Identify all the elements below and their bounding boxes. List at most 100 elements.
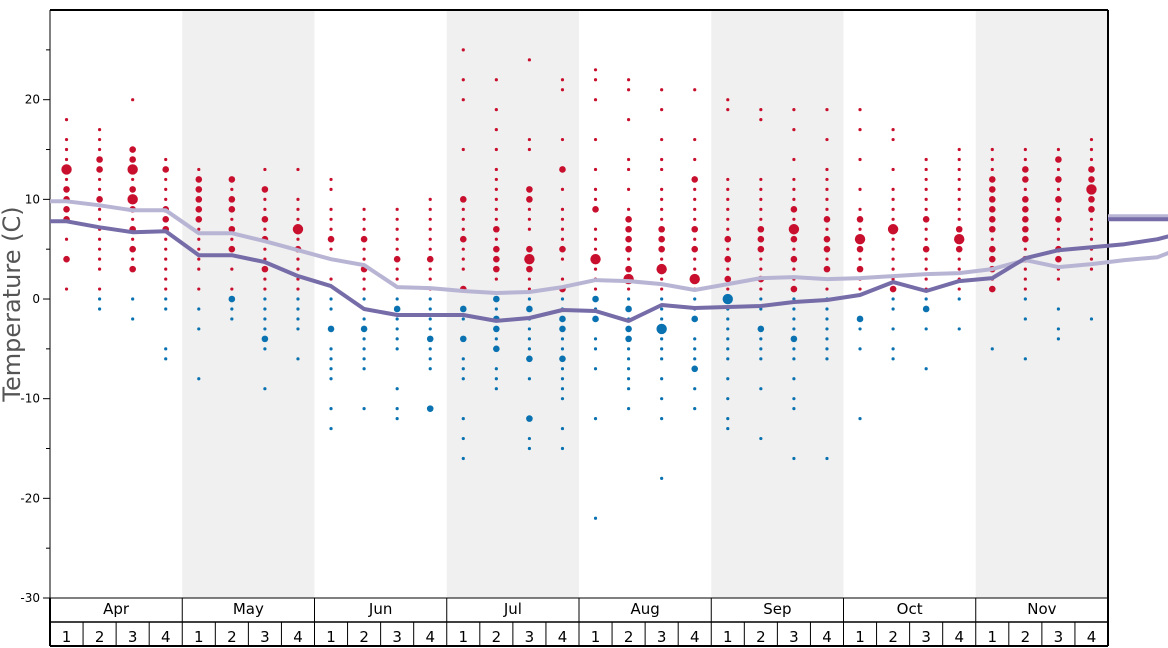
data-point [230,217,234,221]
data-point [1089,237,1094,241]
data-point [164,277,168,281]
data-point [1089,317,1094,321]
data-point [626,357,631,361]
data-point [825,307,829,311]
data-point [263,167,267,172]
data-point [625,305,632,313]
data-point [164,347,168,351]
week-label: 4 [822,628,832,646]
data-point [494,367,498,371]
data-point [726,337,730,341]
data-point [329,307,333,311]
data-point [660,277,664,281]
data-point [494,207,498,211]
data-point [97,237,102,241]
data-point [957,197,961,201]
data-point [526,355,533,363]
data-point [1022,206,1029,213]
data-point [856,215,864,223]
data-point [461,317,465,321]
data-point [164,257,168,261]
data-point [329,187,333,191]
data-point [97,267,102,271]
data-point [64,137,69,142]
data-point [792,157,796,162]
data-point [395,207,399,211]
data-point [63,206,70,213]
data-point [922,245,930,253]
data-point [459,196,467,203]
data-point [296,237,300,241]
data-point [263,327,267,331]
data-point [757,235,765,243]
data-point [790,255,798,263]
data-point [593,137,598,142]
data-point [461,98,465,102]
data-point [560,187,565,191]
data-point [362,257,366,261]
data-point [990,167,994,172]
data-point [858,257,862,261]
data-point [658,245,665,253]
data-point [957,267,961,271]
week-label: 2 [492,628,502,646]
data-point [1023,287,1027,291]
data-point [792,377,796,381]
data-point [560,377,565,381]
data-point [494,177,498,182]
data-point [759,436,763,441]
data-point [593,337,598,341]
data-point [726,377,730,381]
data-point [693,197,697,201]
data-point [560,347,565,351]
data-point [494,167,498,172]
data-point [924,267,928,271]
data-point [691,315,699,323]
week-label: 2 [624,628,634,646]
data-point [592,295,599,303]
data-point [362,287,366,291]
data-point [395,407,399,411]
data-point [660,347,664,351]
data-point [494,187,498,191]
data-point [726,197,730,201]
data-point [660,317,664,321]
data-point [1089,267,1094,271]
data-point [726,227,730,231]
data-point [626,377,631,381]
data-point [197,247,201,251]
data-point [891,197,895,201]
data-point [428,207,432,211]
data-point [228,245,236,253]
data-point [858,157,862,162]
data-point [693,387,697,391]
data-point [195,176,203,183]
data-point [360,325,368,333]
data-point [393,255,401,263]
data-point [924,227,928,231]
data-point [362,247,366,251]
data-point [263,227,267,231]
data-point [560,88,565,92]
data-point [64,177,69,182]
series-line [50,199,1168,295]
data-point [97,207,102,211]
data-point [329,407,333,411]
data-point [625,215,632,223]
data-point [792,327,796,331]
data-point [792,407,796,411]
data-point [329,177,333,182]
data-point [1022,215,1029,223]
data-point [97,307,102,311]
data-point [590,253,601,265]
data-point [362,367,366,371]
data-point [228,206,236,213]
data-point [825,357,829,361]
data-point [592,206,599,213]
data-point [693,207,697,211]
data-point [329,207,333,211]
data-point [1088,176,1095,183]
data-point [296,357,300,361]
data-point [64,287,69,291]
